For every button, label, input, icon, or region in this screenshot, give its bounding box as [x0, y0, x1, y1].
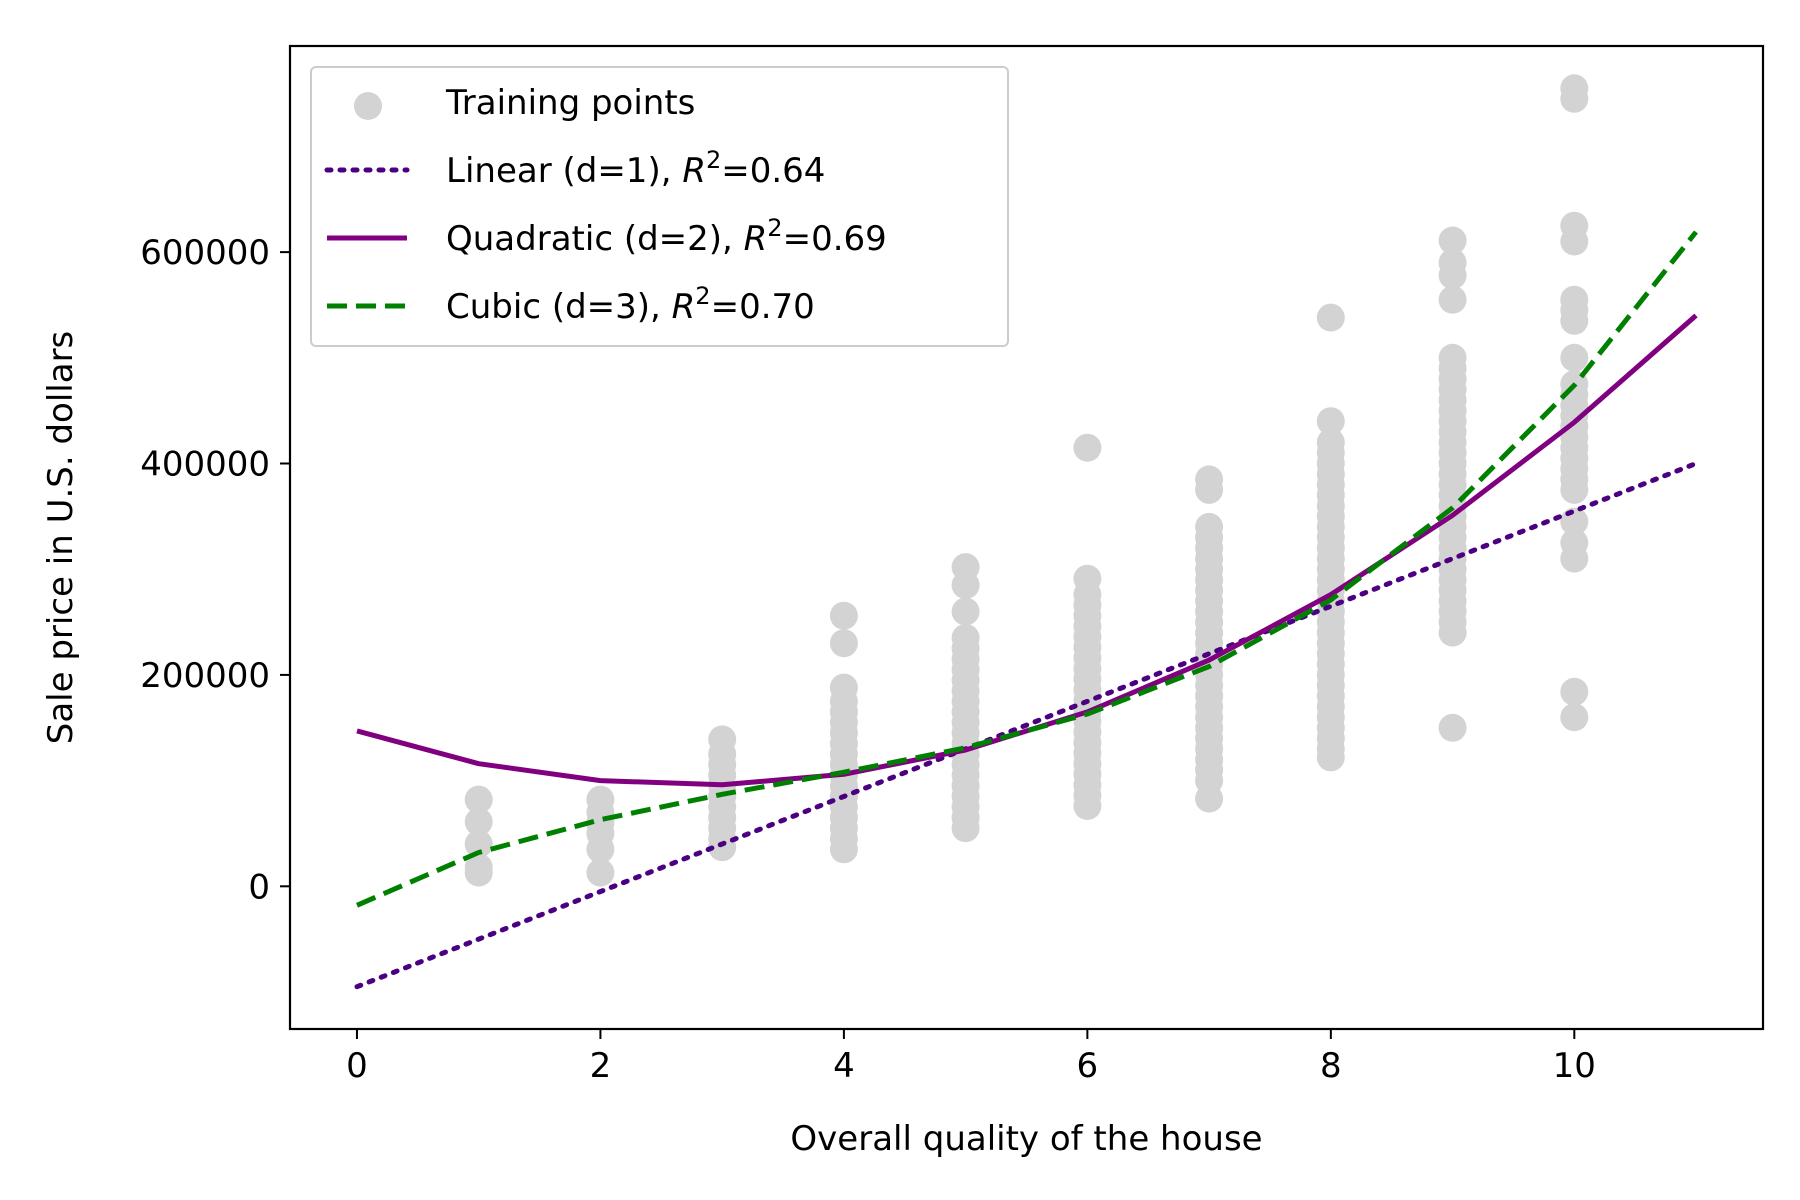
data-point [951, 553, 980, 582]
data-point [1316, 407, 1345, 436]
legend-label: Quadratic (d=2), R2=0.69 [446, 214, 887, 259]
data-point [1438, 226, 1467, 255]
data-point [1560, 285, 1589, 314]
x-tick-label: 10 [1553, 1046, 1596, 1086]
data-point [1195, 512, 1224, 541]
legend-box [310, 66, 1009, 347]
legend-label-main: Cubic (d=3), [446, 287, 672, 327]
x-tick-label: 8 [1320, 1046, 1342, 1086]
data-point [829, 629, 858, 658]
data-point [1438, 343, 1467, 372]
legend-label-main: Linear (d=1), [446, 151, 682, 191]
legend-label-math: R [672, 287, 696, 327]
data-point [829, 601, 858, 630]
data-point [1438, 248, 1467, 277]
data-point [1560, 74, 1589, 103]
data-point [1560, 703, 1589, 732]
data-point [464, 785, 493, 814]
legend-label-main: Quadratic (d=2), [446, 219, 744, 259]
data-point [586, 858, 615, 887]
data-point [1560, 211, 1589, 240]
data-point [1560, 507, 1589, 536]
x-tick-label: 6 [1077, 1046, 1099, 1086]
x-tick-label: 4 [833, 1046, 855, 1086]
y-tick-label: 0 [248, 867, 270, 907]
legend-label-tail: =0.64 [721, 151, 825, 191]
legend-label: Training points [445, 83, 695, 123]
data-point [586, 785, 615, 814]
data-point [1560, 343, 1589, 372]
x-tick-label: 0 [346, 1046, 368, 1086]
data-point [464, 807, 493, 836]
legend-label-math: R [682, 151, 706, 191]
legend-label: Cubic (d=3), R2=0.70 [446, 282, 815, 327]
series-line-dotted [354, 461, 1699, 990]
x-tick-label: 2 [590, 1046, 612, 1086]
data-point [951, 623, 980, 652]
y-axis: 0 200000 400000 600000 [140, 233, 290, 907]
y-tick-label: 600000 [140, 233, 270, 273]
legend-label-math: R [744, 219, 768, 259]
data-point [829, 673, 858, 702]
data-point [1438, 285, 1467, 314]
x-axis-title: Overall quality of the house [790, 1119, 1262, 1159]
fit-lines [354, 230, 1699, 990]
legend-marker [354, 92, 382, 120]
legend-label-sup: 2 [767, 214, 782, 242]
data-point [1316, 303, 1345, 332]
plot-frame [288, 44, 1765, 1031]
data-point [1195, 465, 1224, 494]
data-point [1560, 528, 1589, 557]
legend-label-sup: 2 [695, 282, 710, 310]
legend-label-tail: =0.69 [783, 219, 887, 259]
data-point [1560, 677, 1589, 706]
legend-label-tail: =0.70 [711, 287, 815, 327]
data-point [708, 725, 737, 754]
y-axis-title: Sale price in U.S. dollars [41, 331, 81, 745]
data-point [1316, 428, 1345, 457]
data-point [951, 597, 980, 626]
data-point [464, 830, 493, 858]
legend-label-sup: 2 [706, 146, 721, 174]
y-tick-label: 400000 [140, 445, 270, 485]
data-point [1438, 713, 1467, 742]
data-point [1073, 564, 1102, 593]
y-tick-label: 200000 [140, 656, 270, 696]
series-line-solid [356, 313, 1698, 788]
data-point [464, 853, 493, 882]
x-axis: 0 2 4 6 8 10 [346, 1029, 1596, 1086]
legend-label: Linear (d=1), R2=0.64 [446, 146, 825, 191]
series-line-dashed [356, 230, 1698, 908]
data-point [1073, 433, 1102, 462]
